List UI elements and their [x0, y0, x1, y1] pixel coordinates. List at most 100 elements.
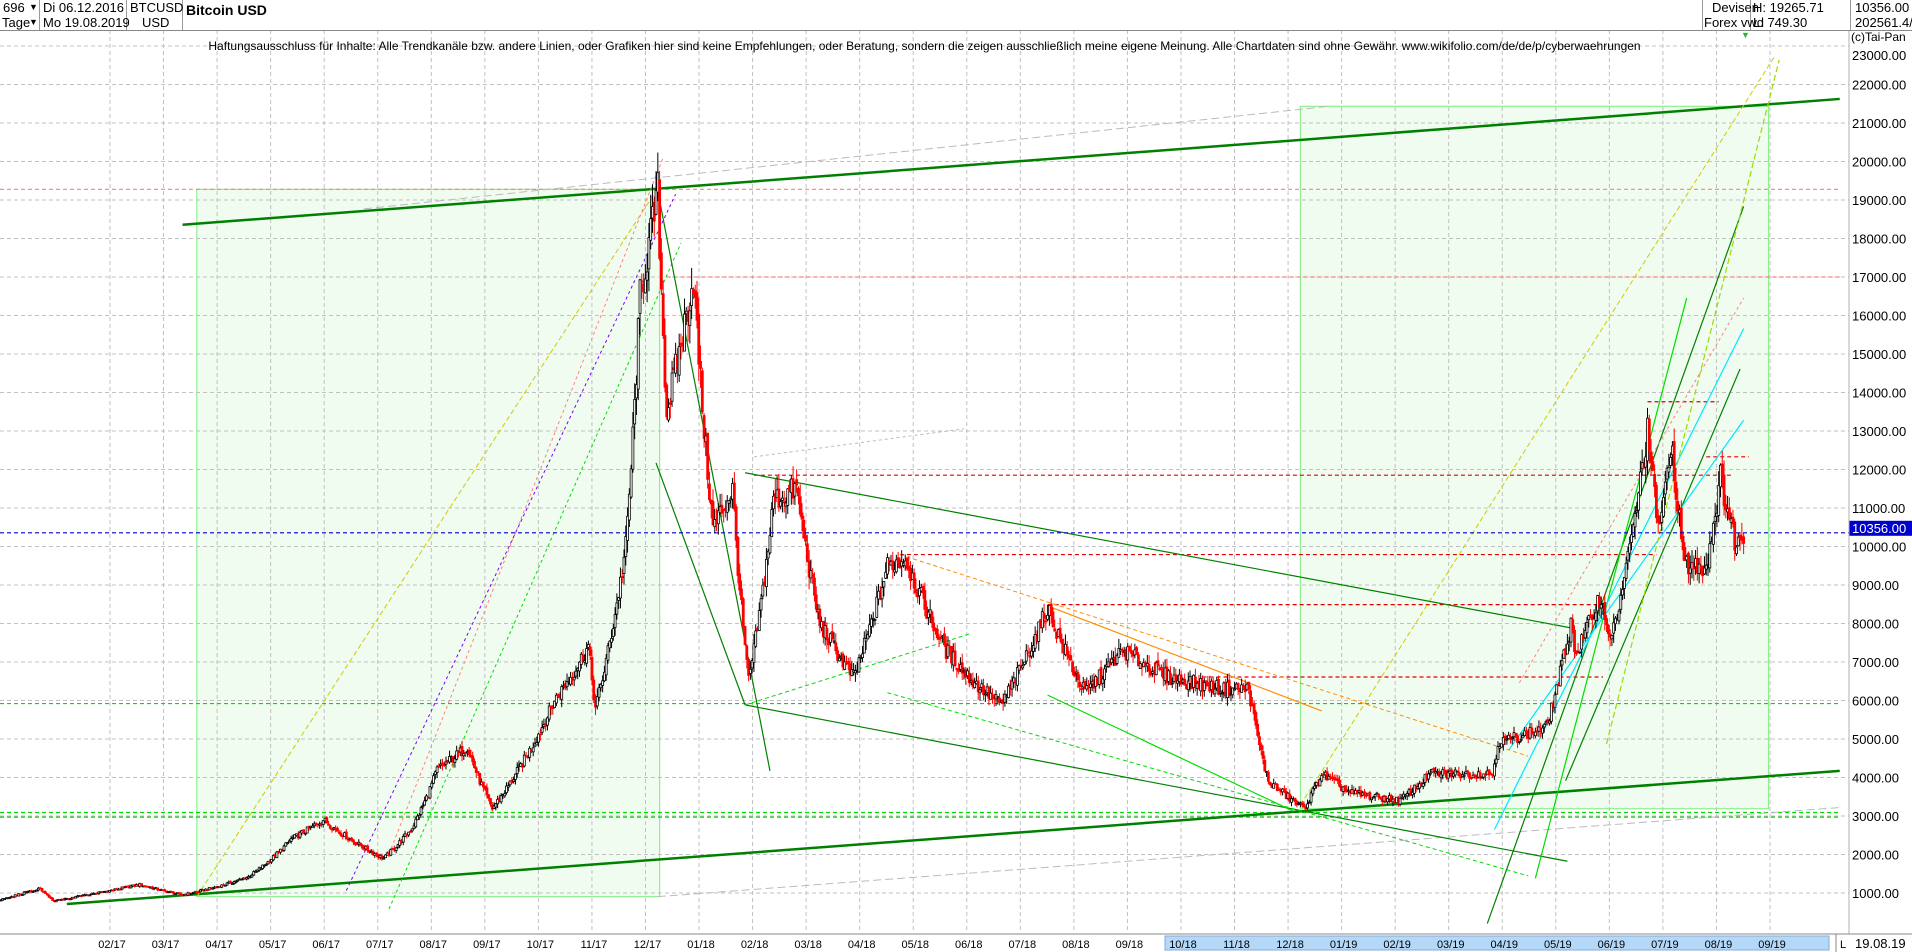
- time-tick-label: 07/17: [366, 939, 394, 951]
- candle: [748, 668, 752, 674]
- trend-line[interactable]: [66, 769, 1840, 906]
- candle: [1076, 672, 1080, 681]
- trend-line[interactable]: [1605, 59, 1780, 745]
- candle: [327, 823, 330, 826]
- source-line1: Devisen: [1712, 0, 1759, 15]
- trend-line[interactable]: [364, 105, 1329, 210]
- trend-line[interactable]: [744, 704, 1568, 862]
- candle: [1731, 516, 1735, 525]
- trend-line[interactable]: [1508, 419, 1745, 751]
- candle: [1309, 792, 1313, 803]
- candle: [736, 537, 740, 576]
- candle: [1503, 735, 1507, 739]
- candle: [1213, 688, 1217, 695]
- price-tick-label: 20000.00: [1852, 155, 1906, 170]
- candle: [1487, 769, 1491, 776]
- candle: [1338, 779, 1341, 787]
- candle: [3, 898, 6, 901]
- candle: [1638, 471, 1642, 496]
- candle: [608, 640, 612, 649]
- date-range[interactable]: Di 06.12.2016 Mo 19.08.2019: [40, 0, 130, 30]
- trend-line[interactable]: [1047, 605, 1322, 712]
- trend-line[interactable]: [753, 428, 965, 458]
- candle: [1501, 737, 1505, 746]
- trend-line[interactable]: [1493, 328, 1745, 830]
- candle: [1489, 773, 1493, 775]
- trend-line[interactable]: [388, 157, 664, 855]
- candle: [442, 763, 446, 767]
- candle: [1003, 693, 1007, 703]
- candle: [1211, 680, 1215, 694]
- trend-line[interactable]: [899, 554, 1529, 757]
- price-tick-label: 5000.00: [1852, 732, 1899, 747]
- candle: [1560, 660, 1564, 666]
- candle: [1541, 727, 1544, 734]
- candle: [1630, 534, 1633, 543]
- trend-line[interactable]: [744, 633, 970, 706]
- grid: [0, 30, 1849, 933]
- candle: [339, 832, 343, 836]
- candle: [743, 626, 747, 646]
- candle: [1375, 792, 1379, 795]
- trend-line[interactable]: [1047, 694, 1294, 812]
- candle: [1313, 785, 1317, 789]
- high-low-box: H: 19265.71 L: 749.30: [1750, 0, 1851, 30]
- trend-line[interactable]: [388, 242, 682, 910]
- candle: [1583, 630, 1587, 639]
- time-range-scrollbar[interactable]: [1164, 935, 1830, 951]
- candle: [1023, 661, 1026, 665]
- candle: [312, 823, 316, 827]
- candle: [1249, 690, 1252, 707]
- scale-mode-label[interactable]: L: [1840, 939, 1846, 951]
- trend-line[interactable]: [1565, 368, 1741, 781]
- candle: [846, 661, 850, 665]
- candle: [1259, 744, 1263, 751]
- candle: [1256, 723, 1260, 736]
- candle: [1017, 665, 1021, 671]
- candle: [620, 576, 624, 579]
- candle: [708, 483, 711, 501]
- candle: [1363, 791, 1366, 795]
- candle: [1735, 546, 1738, 555]
- trend-line[interactable]: [1486, 206, 1745, 924]
- candle: [1236, 683, 1240, 690]
- candle: [487, 794, 491, 799]
- trend-line[interactable]: [196, 187, 659, 897]
- candle: [923, 590, 927, 610]
- trend-line[interactable]: [1299, 57, 1775, 806]
- candle: [585, 648, 589, 664]
- candle: [1651, 461, 1655, 471]
- candle: [45, 893, 49, 896]
- candle: [725, 500, 729, 513]
- candle: [1717, 484, 1721, 516]
- candle: [163, 889, 167, 892]
- trend-line[interactable]: [1518, 297, 1745, 684]
- trend-line[interactable]: [655, 462, 746, 706]
- candle: [1186, 680, 1190, 691]
- trend-line[interactable]: [744, 472, 1572, 629]
- candle: [1727, 507, 1731, 520]
- period-count-dropdown[interactable]: 696 ▼ Tage ▼: [0, 0, 40, 30]
- candle: [640, 280, 644, 283]
- time-tick-label: 04/17: [205, 939, 233, 951]
- candle: [1446, 771, 1450, 779]
- trend-line[interactable]: [1534, 297, 1688, 879]
- candle: [830, 631, 834, 639]
- price-tick-label: 1000.00: [1852, 886, 1899, 901]
- symbol-box[interactable]: BTCUSD USD: [127, 0, 183, 30]
- candle: [891, 560, 895, 571]
- trend-line[interactable]: [345, 194, 677, 891]
- candle: [688, 310, 692, 326]
- price-tick-label: 14000.00: [1852, 386, 1906, 401]
- trend-line[interactable]: [657, 806, 1840, 898]
- candle: [1227, 679, 1231, 696]
- trend-line[interactable]: [887, 692, 1529, 877]
- trend-line[interactable]: [182, 97, 1840, 227]
- candle: [1644, 456, 1648, 468]
- candle: [578, 661, 581, 672]
- candle: [1655, 484, 1658, 519]
- candle: [1108, 662, 1112, 666]
- candle: [870, 618, 873, 627]
- candle: [622, 556, 626, 574]
